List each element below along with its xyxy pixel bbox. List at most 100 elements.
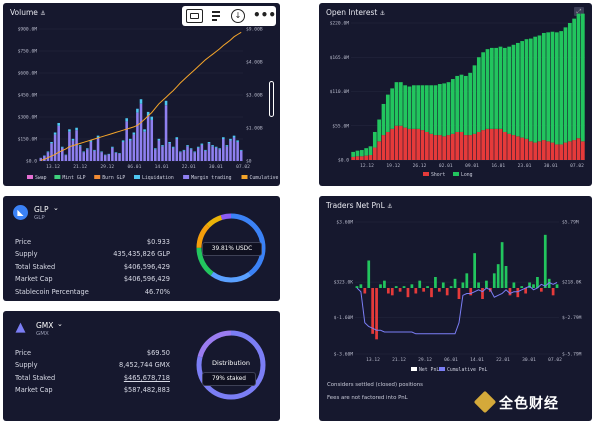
x-tick-label: 02.01 <box>439 163 453 169</box>
open-interest-chart: $0.0 $55.0M $110.0M $165.0M $220.0M 12.12 19.1… <box>330 13 585 178</box>
long-bar <box>385 94 390 132</box>
liquidation-bar <box>175 137 179 139</box>
legend-label: Cumulative PnL <box>447 367 488 373</box>
gmx-donut-title: Distribution <box>212 359 250 367</box>
liquidation-bar <box>196 146 200 148</box>
pnl-bar <box>426 286 429 288</box>
glp-row-value: $0.933 <box>146 238 170 246</box>
volume-bar <box>78 146 82 161</box>
gmx-row-key: Supply <box>15 361 38 370</box>
volume-bar <box>136 112 139 161</box>
pnl-bar <box>461 282 465 288</box>
liquidation-bar <box>186 145 189 147</box>
long-bar <box>359 150 364 157</box>
legend-label: Burn GLP <box>102 175 125 181</box>
pnl-bar <box>414 288 418 294</box>
donut-segment <box>196 213 266 283</box>
legend-swatch <box>183 175 190 179</box>
glp-row-key: Total Staked <box>15 262 56 271</box>
pnl-note-2: Fees are not factored into PnL <box>327 395 408 401</box>
pnl-bar <box>532 284 535 288</box>
pnl-bar <box>539 288 543 292</box>
pnl-bar <box>516 288 520 298</box>
liquidation-bar <box>179 151 182 153</box>
expand-icon[interactable]: ⤢ <box>574 7 584 16</box>
y2-tick-label: $0 <box>246 159 252 165</box>
volume-bar <box>103 155 107 161</box>
volume-bar <box>57 125 60 161</box>
long-bar <box>563 27 568 143</box>
gmx-row: Price $69.50 <box>15 349 170 361</box>
legend-label: Mint GLP <box>62 175 85 181</box>
long-bar <box>416 85 421 129</box>
short-bar <box>572 140 577 160</box>
liquidation-bar <box>46 151 50 153</box>
y2-tick-label: $9.00B <box>246 27 263 33</box>
volume-bar <box>236 141 239 161</box>
more-icon[interactable]: ••• <box>253 8 277 22</box>
long-bar <box>528 38 533 142</box>
volume-bar <box>225 146 229 161</box>
long-bar <box>533 36 538 143</box>
long-bar <box>398 82 403 126</box>
volume-bar <box>50 143 53 161</box>
pnl-bar <box>504 266 508 288</box>
volume-bar <box>175 139 179 161</box>
volume-bar <box>118 153 121 161</box>
long-bar <box>390 88 395 129</box>
volume-bar <box>82 152 86 161</box>
y-tick-label: $0.0 <box>338 158 349 164</box>
legend-swatch <box>241 175 248 179</box>
liquidation-bar <box>189 148 193 150</box>
volume-bar <box>186 146 189 161</box>
chevron-down-icon[interactable]: ⌄ <box>57 320 63 328</box>
liquidation-bar <box>107 153 111 155</box>
pnl-bar <box>386 288 390 294</box>
legend-swatch <box>411 367 417 371</box>
long-bar <box>550 31 555 143</box>
liquidation-bar <box>136 108 139 113</box>
volume-bar <box>46 152 50 161</box>
volume-bar <box>179 152 182 161</box>
x-tick-label: 09.01 <box>465 163 479 169</box>
long-bar <box>476 57 481 132</box>
x-tick-label: 12.12 <box>360 163 374 169</box>
liquidation-bar <box>157 138 161 141</box>
long-bar <box>481 52 486 131</box>
volume-bar <box>143 131 146 161</box>
pnl-bar <box>481 288 484 299</box>
y-tick-label: $110.0M <box>330 89 350 95</box>
pnl-bar <box>359 284 363 288</box>
download-icon[interactable]: ↓ <box>231 9 245 23</box>
x-tick-label: 06.01 <box>444 357 458 363</box>
x-tick-label: 07.02 <box>570 163 584 169</box>
long-bar <box>559 31 564 145</box>
pnl-chart: $3.60M $323.0K $-1.60M $-3.60M $5.79M $218.0K… <box>334 220 582 374</box>
gmx-row: Market Cap $587,482,883 <box>15 386 170 398</box>
gmx-sub: GMX <box>36 331 49 337</box>
volume-bar <box>132 134 136 161</box>
x-tick-label: 21.12 <box>392 357 406 363</box>
chevron-down-icon[interactable]: ⌄ <box>53 204 59 212</box>
volume-scrollbar[interactable] <box>269 81 274 117</box>
glp-row-key: Price <box>15 238 32 246</box>
watermark-logo <box>473 390 497 414</box>
volume-bar <box>193 152 196 161</box>
legend-label: Net PnL <box>419 367 439 373</box>
liquidation-bar <box>96 135 100 138</box>
comment-icon[interactable] <box>186 9 203 23</box>
y2-tick-label: $-5.79M <box>562 352 582 358</box>
gmx-row-key: Price <box>15 349 32 357</box>
liquidation-bar <box>82 151 86 153</box>
legend-swatch <box>94 175 101 179</box>
volume-bar <box>60 147 64 161</box>
legend-swatch <box>134 175 140 179</box>
long-bar <box>572 18 577 141</box>
short-bar <box>489 128 494 160</box>
pnl-bar <box>355 286 359 288</box>
glp-token-icon: ◣ <box>13 205 28 220</box>
liquidation-bar <box>114 152 118 153</box>
cumulative-pnl-line <box>356 281 558 335</box>
bookmark-icon[interactable] <box>209 9 223 23</box>
pnl-bar <box>379 284 382 288</box>
